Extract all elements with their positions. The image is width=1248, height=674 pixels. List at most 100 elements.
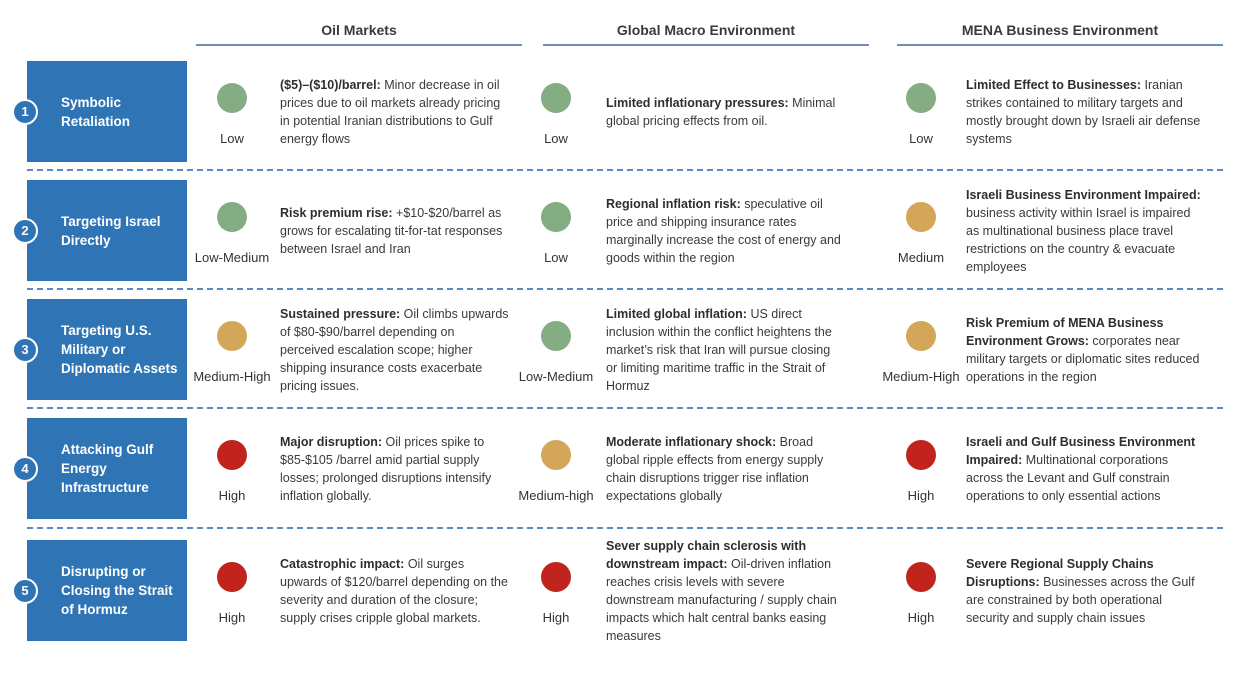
risk-level-label-mena-business: Low [909,131,933,146]
impact-detail: Oil surges upwards of $120/barrel depend… [280,556,508,625]
risk-level-label-oil-markets: Low-Medium [194,250,270,265]
impact-headline: Israeli Business Environment Impaired: [966,187,1201,202]
impact-headline: Israeli and Gulf Business Environment Im… [966,434,1196,467]
row-divider [27,169,1223,171]
scenario-title: Disrupting or Closing the Strait of Horm… [61,564,173,617]
risk-indicator-dot-oil-markets [217,440,247,470]
scenario-title: Attacking Gulf Energy Infrastructure [61,442,154,495]
scenario-box: Disrupting or Closing the Strait of Horm… [27,540,187,641]
column-header-mena-business: MENA Business Environment [961,22,1159,38]
risk-level-label-oil-markets: Medium-High [193,369,271,384]
risk-indicator-dot-oil-markets [217,562,247,592]
impact-detail: +$10-$20/barrel as grows for escalating … [280,205,503,256]
impact-detail: Oil-driven inflation reaches crisis leve… [606,556,837,643]
impact-description-mena-business: Risk Premium of MENA Business Environmen… [966,303,1206,396]
impact-detail: US direct inclusion within the conflict … [606,306,832,393]
row-divider [27,288,1223,290]
impact-detail: speculative oil price and shipping insur… [606,196,841,265]
risk-indicator-dot-mena-business [906,562,936,592]
impact-detail: business activity within Israel is impai… [966,205,1191,274]
impact-headline: Catastrophic impact: [280,556,405,571]
risk-indicator-dot-mena-business [906,321,936,351]
risk-indicator-dot-mena-business [906,440,936,470]
risk-level-label-mena-business: Medium-High [882,369,960,384]
impact-headline: Severe Regional Supply Chains Disruption… [966,556,1154,589]
risk-indicator-dot-oil-markets [217,202,247,232]
impact-description-mena-business: Severe Regional Supply Chains Disruption… [966,544,1206,637]
impact-detail: Minimal global pricing effects from oil. [606,95,836,128]
impact-description-global-macro: Moderate inflationary shock: Broad globa… [606,422,842,515]
risk-level-label-global-macro: High [542,610,570,625]
scenario-number-badge: 1 [12,98,38,125]
scenario-title: Targeting Israel Directly [61,213,161,248]
impact-headline: ($5)–($10)/barrel: [280,77,381,92]
impact-description-global-macro: Limited inflationary pressures: Minimal … [606,65,842,158]
scenario-title: Targeting U.S. Military or Diplomatic As… [61,323,178,376]
risk-level-label-oil-markets: High [218,488,246,503]
impact-description-mena-business: Israeli and Gulf Business Environment Im… [966,422,1206,515]
impact-description-oil-markets: Catastrophic impact: Oil surges upwards … [280,544,512,637]
impact-headline: Sever supply chain sclerosis with downst… [606,538,807,571]
risk-level-label-global-macro: Low [544,131,568,146]
risk-indicator-dot-global-macro [541,202,571,232]
impact-headline: Risk Premium of MENA Business Environmen… [966,315,1164,348]
risk-level-label-oil-markets: High [218,610,246,625]
scenario-number-badge: 3 [12,336,38,363]
row-divider [27,407,1223,409]
risk-level-label-global-macro: Low [544,250,568,265]
row-divider [27,527,1223,529]
scenario-number-badge: 4 [12,455,38,482]
risk-level-label-oil-markets: Low [220,131,244,146]
risk-indicator-dot-mena-business [906,202,936,232]
risk-level-label-mena-business: High [907,610,935,625]
impact-headline: Major disruption: [280,434,383,449]
risk-level-label-mena-business: Medium [897,250,945,265]
impact-headline: Risk premium rise: [280,205,393,220]
impact-headline: Moderate inflationary shock: [606,434,777,449]
risk-indicator-dot-global-macro [541,83,571,113]
impact-headline: Sustained pressure: [280,306,401,321]
risk-indicator-dot-global-macro [541,321,571,351]
impact-detail: Broad global ripple effects from energy … [606,434,824,503]
risk-level-label-global-macro: Low-Medium [518,369,594,384]
impact-detail: Businesses across the Gulf are constrain… [966,574,1195,625]
column-rule-global-macro [543,44,869,46]
risk-level-label-global-macro: Medium-high [518,488,594,503]
impact-headline: Regional inflation risk: [606,196,741,211]
scenario-number-badge: 2 [12,217,38,244]
impact-description-oil-markets: Risk premium rise: +$10-$20/barrel as gr… [280,184,512,277]
impact-description-mena-business: Israeli Business Environment Impaired: b… [966,184,1206,277]
scenario-box: Targeting Israel Directly [27,180,187,281]
impact-detail: Minor decrease in oil prices due to oil … [280,77,501,146]
impact-description-mena-business: Limited Effect to Businesses: Iranian st… [966,65,1206,158]
impact-description-global-macro: Regional inflation risk: speculative oil… [606,184,842,277]
risk-indicator-dot-oil-markets [217,83,247,113]
impact-detail: corporates near military targets or dipl… [966,333,1200,384]
scenario-title: Symbolic Retaliation [61,94,131,129]
impact-headline: Limited Effect to Businesses: [966,77,1142,92]
column-rule-oil-markets [196,44,522,46]
impact-description-oil-markets: ($5)–($10)/barrel: Minor decrease in oil… [280,65,512,158]
impact-description-global-macro: Limited global inflation: US direct incl… [606,303,842,396]
risk-indicator-dot-oil-markets [217,321,247,351]
risk-indicator-dot-mena-business [906,83,936,113]
impact-detail: Oil climbs upwards of $80-$90/barrel dep… [280,306,509,393]
scenario-box: Attacking Gulf Energy Infrastructure [27,418,187,519]
impact-description-global-macro: Sever supply chain sclerosis with downst… [606,539,842,643]
column-header-global-macro: Global Macro Environment [616,22,796,38]
risk-indicator-dot-global-macro [541,562,571,592]
scenario-box: Symbolic Retaliation [27,61,187,162]
scenario-number-badge: 5 [12,577,38,604]
impact-description-oil-markets: Sustained pressure: Oil climbs upwards o… [280,303,512,396]
impact-description-oil-markets: Major disruption: Oil prices spike to $8… [280,422,512,515]
impact-headline: Limited inflationary pressures: [606,95,789,110]
impact-detail: Oil prices spike to $85-$105 /barrel ami… [280,434,492,503]
impact-headline: Limited global inflation: [606,306,747,321]
impact-detail: Iranian strikes contained to military ta… [966,77,1201,146]
risk-level-label-mena-business: High [907,488,935,503]
scenario-box: Targeting U.S. Military or Diplomatic As… [27,299,187,400]
impact-detail: Multinational corporations across the Le… [966,452,1170,503]
column-rule-mena-business [897,44,1223,46]
column-header-oil-markets: Oil Markets [321,22,397,38]
risk-indicator-dot-global-macro [541,440,571,470]
